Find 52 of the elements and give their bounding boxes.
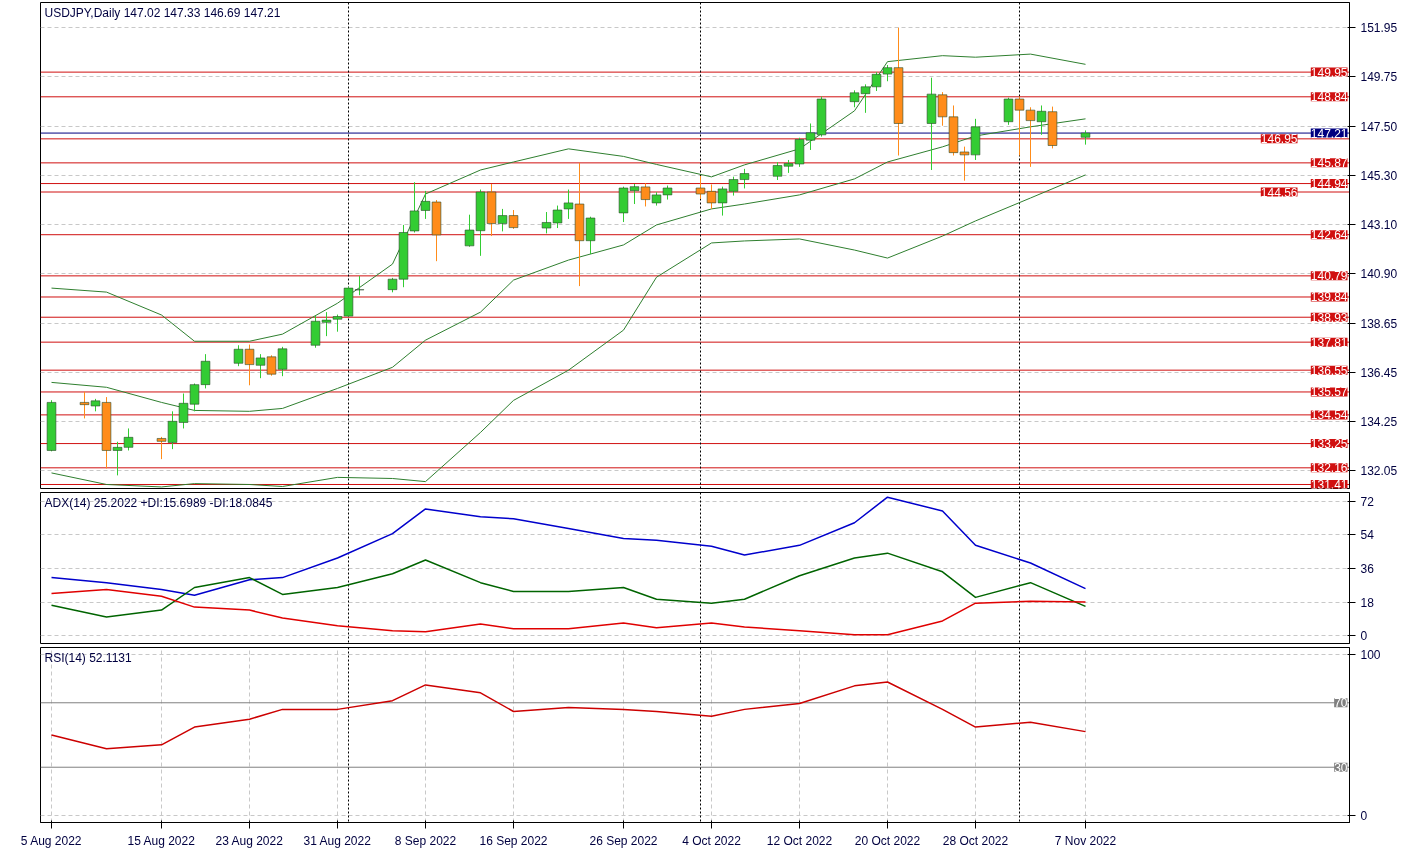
y-tick-label: 147.50 — [1360, 120, 1398, 135]
x-tick-label: 23 Aug 2022 — [215, 833, 284, 848]
x-tick-label: 31 Aug 2022 — [303, 833, 372, 848]
x-tick-label: 16 Sep 2022 — [479, 833, 548, 848]
y-tick-label: 143.10 — [1360, 217, 1398, 232]
ref-line-label: 142.64 — [1310, 228, 1348, 243]
x-tick-label: 15 Aug 2022 — [127, 833, 196, 848]
y-tick-label: 138.65 — [1360, 316, 1398, 331]
y-tick-label: 136.45 — [1360, 365, 1398, 380]
ref-line-label: 146.95 — [1260, 132, 1298, 147]
chart-title: RSI(14) 52.1131 — [44, 650, 132, 665]
y-tick-label: 100 — [1360, 647, 1381, 662]
x-tick-label: 5 Aug 2022 — [20, 833, 82, 848]
ref-line-label: 137.81 — [1310, 335, 1348, 350]
ref-line-label: 144.56 — [1260, 185, 1298, 200]
x-tick-label: 12 Oct 2022 — [766, 833, 833, 848]
ref-line-label: 135.57 — [1310, 385, 1348, 400]
ref-line-label: 148.84 — [1310, 90, 1348, 105]
ref-line-label: 133.25 — [1310, 437, 1348, 452]
ref-line-label: 134.54 — [1310, 408, 1348, 423]
ref-line-label: 136.55 — [1310, 363, 1348, 378]
ref-line-label: 138.93 — [1310, 310, 1348, 325]
ref-line-label: 140.79 — [1310, 269, 1348, 284]
ref-line-label: 131.41 — [1310, 478, 1348, 492]
x-tick-label: 28 Oct 2022 — [942, 833, 1009, 848]
ref-line-label: 30 — [1334, 760, 1348, 775]
y-tick-label: 54 — [1360, 528, 1375, 543]
x-tick-label: 7 Nov 2022 — [1054, 833, 1117, 848]
y-tick-label: 72 — [1360, 494, 1375, 509]
ref-line-label: 147.21 — [1310, 126, 1348, 141]
chart-title: USDJPY,Daily 147.02 147.33 146.69 147.21 — [44, 5, 281, 20]
y-tick-label: 0 — [1360, 629, 1368, 644]
y-tick-label: 151.95 — [1360, 21, 1398, 36]
y-tick-label: 145.30 — [1360, 169, 1398, 184]
ref-line-label: 132.16 — [1310, 461, 1348, 476]
y-tick-label: 134.25 — [1360, 414, 1398, 429]
x-tick-label: 8 Sep 2022 — [394, 833, 457, 848]
y-tick-label: 0 — [1360, 809, 1368, 824]
ref-line-label: 144.94 — [1310, 177, 1348, 192]
chart-title: ADX(14) 25.2022 +DI:15.6989 -DI:18.0845 — [44, 495, 273, 510]
y-tick-label: 18 — [1360, 595, 1375, 610]
ref-line-label: 70 — [1334, 696, 1348, 711]
ref-line-label: 145.87 — [1310, 156, 1348, 171]
ref-line-label: 149.95 — [1310, 65, 1348, 80]
y-tick-label: 132.05 — [1360, 463, 1398, 478]
x-tick-label: 20 Oct 2022 — [854, 833, 921, 848]
y-tick-label: 36 — [1360, 561, 1375, 576]
x-tick-label: 4 Oct 2022 — [682, 833, 742, 848]
ref-line-label: 139.84 — [1310, 290, 1348, 305]
y-tick-label: 149.75 — [1360, 70, 1398, 85]
y-tick-label: 140.90 — [1360, 266, 1398, 281]
x-tick-label: 26 Sep 2022 — [589, 833, 658, 848]
